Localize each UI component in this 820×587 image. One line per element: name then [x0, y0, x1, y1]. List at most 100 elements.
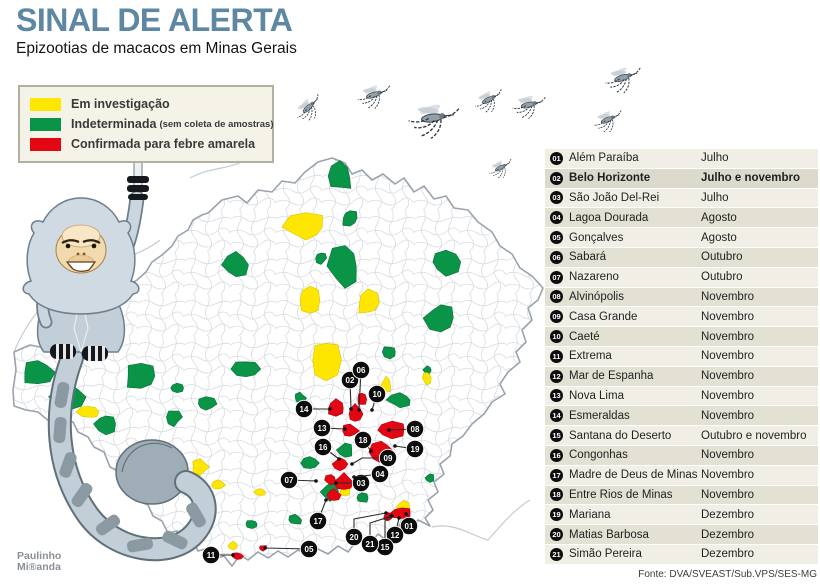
patch-undetermined [432, 249, 462, 277]
patch-undetermined [381, 346, 396, 360]
table-row: 21 Simão Pereira Dezembro [545, 544, 818, 564]
city-name: Mariana [569, 508, 611, 521]
row-number-badge: 21 [550, 547, 563, 561]
patch-undetermined [385, 392, 411, 409]
row-number-badge: 20 [550, 528, 563, 542]
table-row: 06 Sabará Outubro [545, 247, 818, 267]
table-row: 16 Congonhas Novembro [545, 445, 818, 465]
epizootic-month: Novembro [701, 310, 755, 323]
patch-undetermined [198, 396, 218, 411]
patch-investigation [312, 342, 342, 382]
green-swatch [30, 117, 61, 131]
city-name: Matias Barbosa [569, 528, 649, 541]
table-row: 15 Santana do Deserto Outubro e novembro [545, 426, 818, 445]
city-name: Esmeraldas [569, 409, 630, 422]
patch-undetermined [327, 160, 352, 189]
svg-text:15: 15 [381, 543, 390, 552]
row-number-badge: 15 [550, 429, 563, 443]
patch-undetermined [335, 442, 353, 458]
row-number-badge: 01 [550, 151, 563, 165]
svg-text:21: 21 [366, 540, 375, 549]
mosquito-icon [489, 157, 512, 179]
table-row: 10 Caeté Novembro [545, 327, 818, 346]
patch-undetermined [315, 252, 327, 265]
map-marker-12: 12 [385, 516, 405, 545]
table-row: 17 Madre de Deus de Minas Novembro [545, 465, 818, 485]
mosquito-icon [603, 60, 642, 97]
table-row: 20 Matias Barbosa Dezembro [545, 525, 818, 544]
row-number-badge: 17 [550, 468, 563, 482]
yellow-swatch [30, 97, 61, 111]
red-swatch [30, 137, 61, 151]
table-row: 01 Além Paraíba Julho [545, 149, 818, 168]
mosquito-icon [292, 92, 325, 124]
patch-undetermined [170, 382, 184, 394]
page-subtitle: Epizootias de macacos em Minas Gerais [16, 40, 297, 57]
svg-text:07: 07 [285, 476, 294, 485]
svg-text:11: 11 [207, 551, 216, 560]
epizootic-month: Outubro [701, 271, 743, 284]
row-number-badge: 03 [550, 191, 563, 205]
svg-text:20: 20 [350, 533, 359, 542]
epizootic-month: Novembro [701, 370, 755, 383]
row-number-badge: 11 [550, 349, 563, 363]
patch-investigation [211, 479, 226, 490]
signature-line2: Mi®anda [17, 561, 61, 573]
svg-text:17: 17 [314, 517, 323, 526]
epizootic-month: Novembro [701, 330, 755, 343]
patch-confirmed [326, 488, 342, 501]
svg-text:08: 08 [411, 425, 420, 434]
patch-investigation [281, 212, 323, 241]
city-name: Alvinópolis [569, 290, 624, 303]
mosquito-icon [474, 87, 502, 114]
map-marker-07: 07 [279, 470, 318, 490]
legend-label: Confirmada para febre amarela [71, 137, 256, 151]
patch-undetermined [422, 304, 454, 333]
row-number-badge: 02 [550, 171, 563, 185]
patch-investigation [253, 488, 266, 496]
epizootic-month: Agosto [701, 231, 737, 244]
header: SINAL DE ALERTA Epizootias de macacos em… [16, 2, 297, 58]
epizootic-month: Novembro [701, 389, 755, 402]
map-marker-21: 21 [360, 514, 394, 554]
legend-item-investigation: Em investigação [30, 97, 262, 111]
patch-investigation [192, 458, 210, 476]
row-number-badge: 10 [550, 330, 563, 344]
patch-undetermined [24, 360, 56, 385]
epizootic-month: Novembro [701, 449, 755, 462]
table-row: 07 Nazareno Outubro [545, 267, 818, 287]
row-number-badge: 07 [550, 270, 563, 284]
patch-undetermined [326, 245, 357, 289]
city-name: Sabará [569, 251, 607, 264]
svg-text:14: 14 [300, 405, 309, 414]
epizootic-month: Julho [701, 152, 729, 165]
table-row: 12 Mar de Espanha Novembro [545, 366, 818, 386]
monkey-illustration [22, 176, 217, 562]
svg-text:05: 05 [305, 545, 314, 554]
city-name: Além Paraíba [569, 152, 639, 165]
svg-text:02: 02 [346, 376, 355, 385]
patch-investigation [75, 406, 100, 418]
svg-text:09: 09 [384, 454, 393, 463]
svg-text:10: 10 [373, 390, 382, 399]
epizootic-month: Dezembro [701, 508, 755, 521]
table-row: 18 Entre Rios de Minas Novembro [545, 485, 818, 505]
svg-text:16: 16 [319, 443, 328, 452]
patch-confirmed [342, 423, 360, 437]
map-marker-08: 08 [387, 419, 425, 439]
patch-undetermined [288, 513, 302, 525]
row-number-badge: 04 [550, 211, 563, 225]
epizootic-month: Dezembro [701, 548, 755, 561]
map-marker-16: 16 [313, 437, 341, 461]
legend-label: Em investigação [71, 97, 170, 111]
row-number-badge: 12 [550, 369, 563, 383]
table-row: 08 Alvinópolis Novembro [545, 287, 818, 307]
map-marker-11: 11 [201, 545, 235, 565]
svg-text:04: 04 [376, 470, 385, 479]
epizootic-month: Novembro [701, 469, 755, 482]
row-number-badge: 09 [550, 310, 563, 324]
epizootic-month: Novembro [701, 350, 755, 363]
epizootic-month: Novembro [701, 488, 755, 501]
